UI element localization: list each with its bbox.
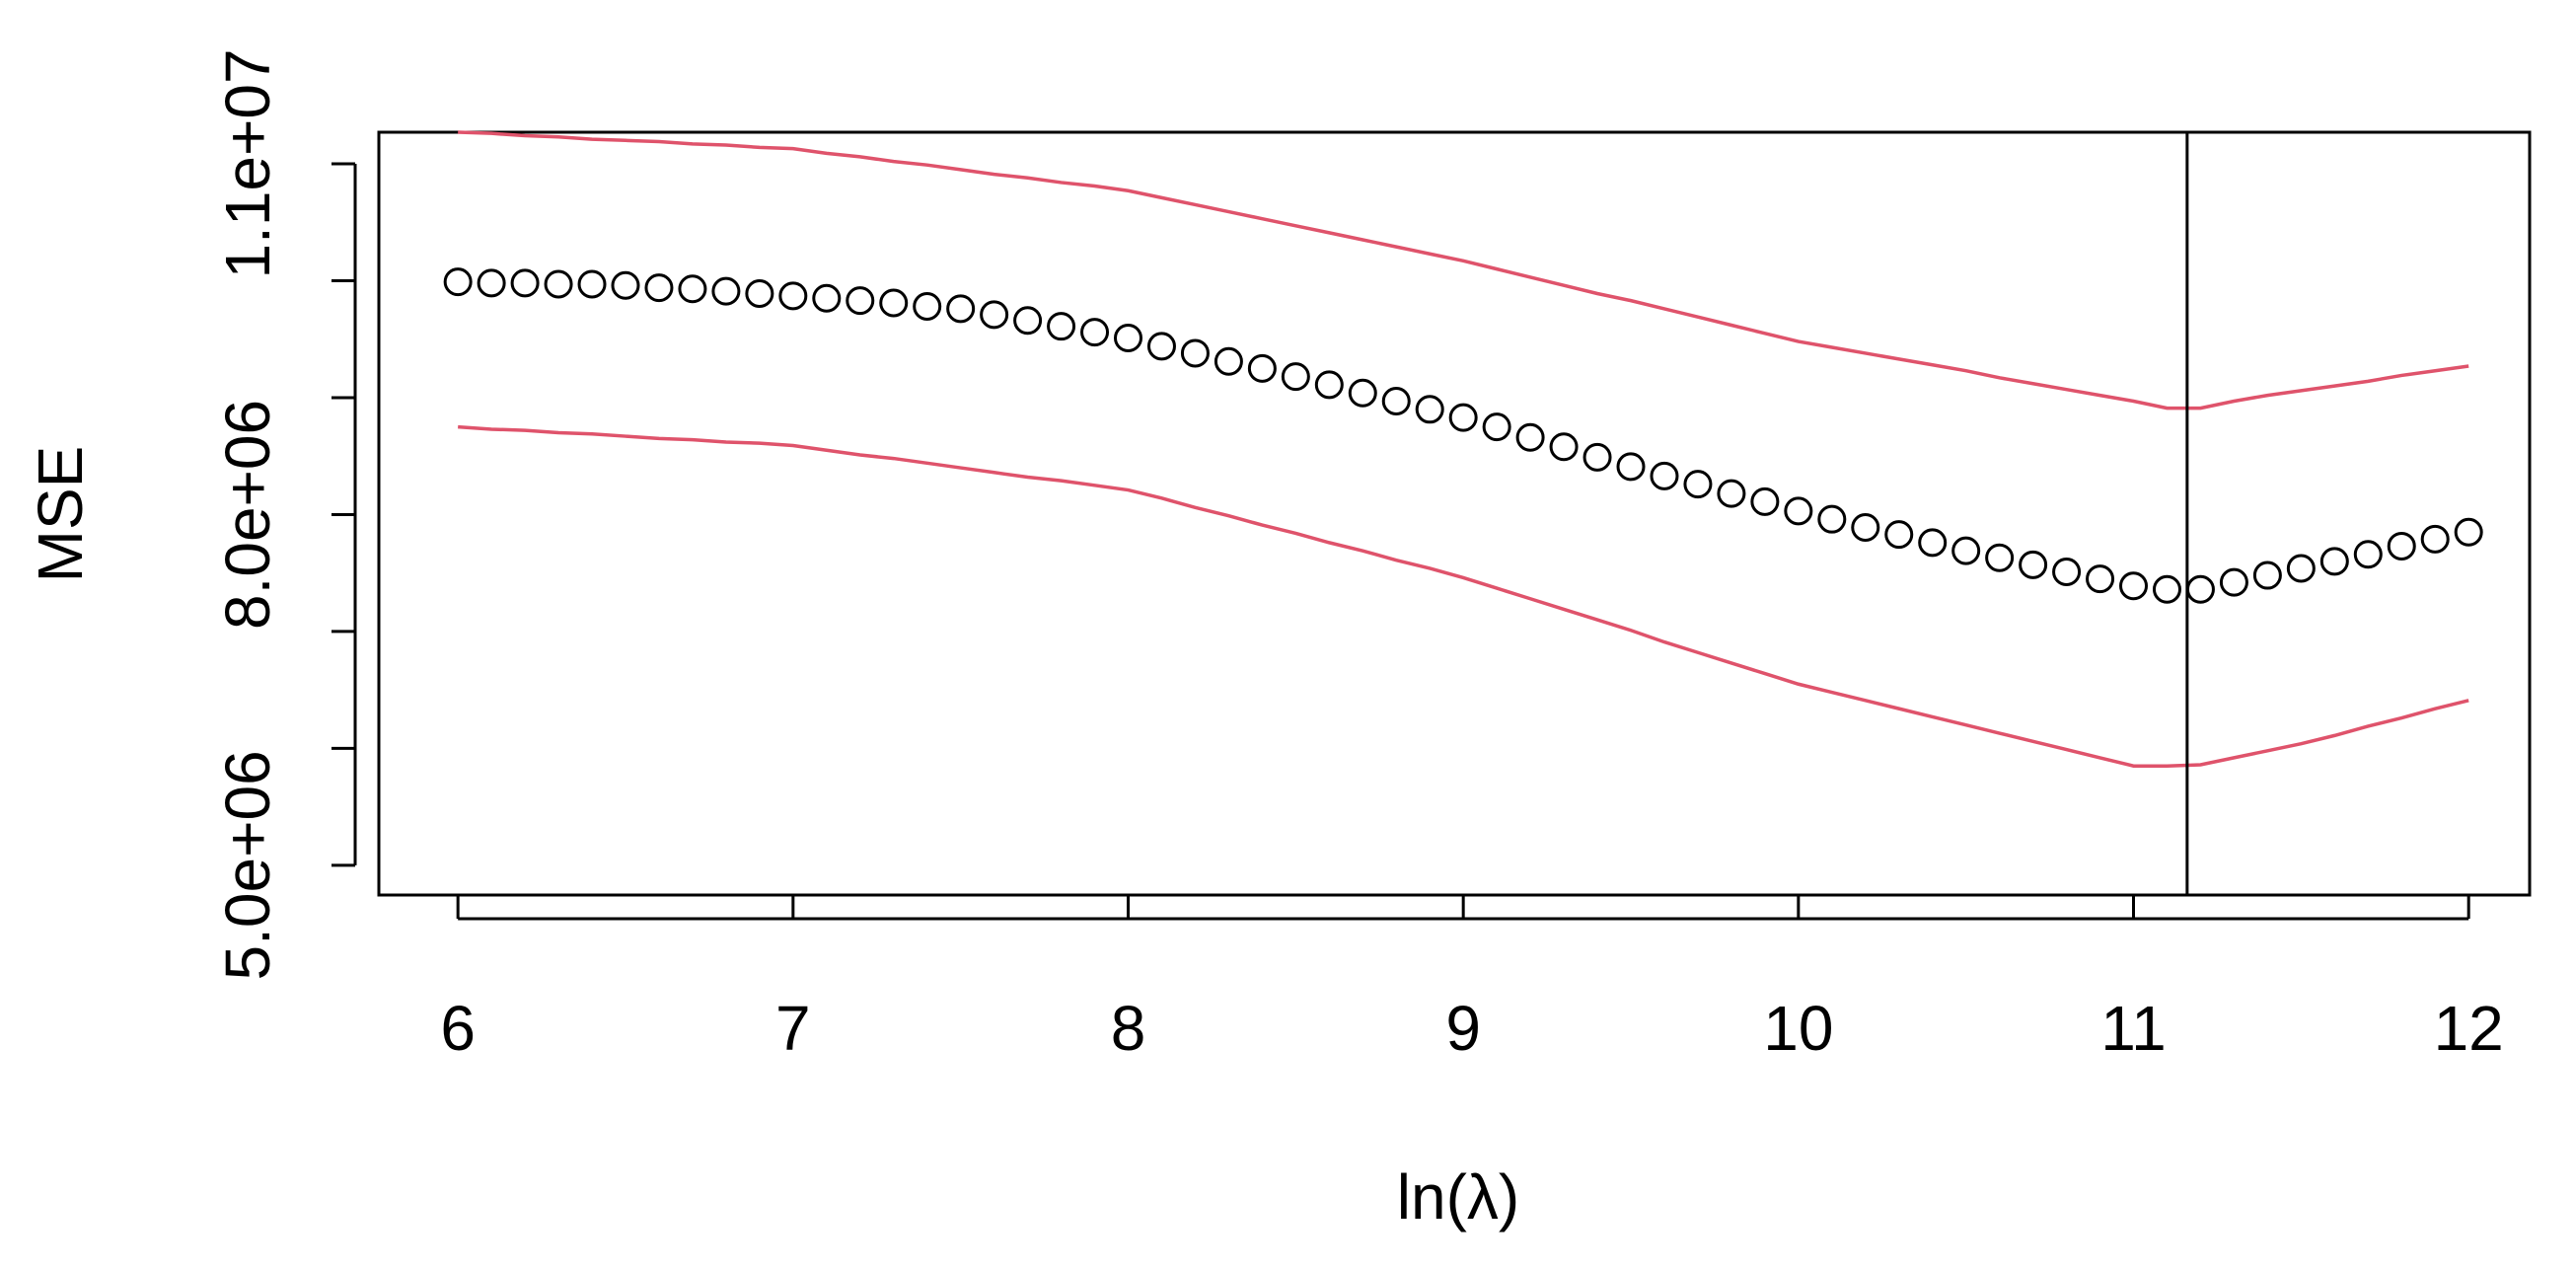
x-tick-label: 7 bbox=[775, 993, 811, 1064]
x-axis-label: ln(λ) bbox=[1397, 1161, 1519, 1233]
mse-point bbox=[1515, 422, 1545, 452]
mse-point bbox=[1247, 353, 1277, 383]
mse-point bbox=[1415, 395, 1444, 424]
mse-point bbox=[812, 283, 842, 313]
x-tick-label: 8 bbox=[1111, 993, 1146, 1064]
x-tick-label: 9 bbox=[1445, 993, 1481, 1064]
mse-point bbox=[477, 268, 506, 298]
mse-point bbox=[946, 294, 976, 324]
mse-point bbox=[1348, 378, 1377, 408]
mse-point bbox=[1114, 324, 1143, 353]
mse-point bbox=[1683, 470, 1713, 499]
mse-point bbox=[1448, 403, 1478, 432]
mse-point bbox=[1214, 346, 1243, 376]
plot-frame bbox=[377, 130, 2532, 897]
mse-point bbox=[1951, 536, 1981, 565]
mse-point bbox=[2086, 564, 2115, 594]
mse-point bbox=[2119, 571, 2149, 601]
x-tick-label: 11 bbox=[2100, 993, 2166, 1064]
mse-point bbox=[1482, 412, 1511, 442]
mse-point bbox=[1784, 496, 1813, 526]
mse-point bbox=[2387, 531, 2416, 561]
mse-point bbox=[1180, 338, 1210, 368]
ci-line bbox=[458, 424, 2469, 768]
mse-point bbox=[1650, 461, 1679, 490]
mse-point bbox=[1314, 370, 1344, 400]
mse-point bbox=[577, 269, 607, 299]
mse-point bbox=[1080, 318, 1110, 347]
mse-point bbox=[846, 286, 875, 316]
mse-point bbox=[1381, 387, 1411, 416]
mse-point bbox=[510, 268, 540, 298]
mse-point bbox=[1549, 432, 1579, 462]
mse-point bbox=[2019, 550, 2048, 579]
mse-point bbox=[980, 300, 1009, 330]
y-tick-label: 8.0e+06 bbox=[212, 400, 283, 630]
mse-point bbox=[745, 279, 774, 309]
mse-point bbox=[678, 274, 707, 304]
mse-point bbox=[1582, 442, 1612, 472]
mse-point bbox=[2420, 524, 2450, 554]
mse-point bbox=[2252, 561, 2282, 590]
x-tick-label: 6 bbox=[440, 993, 476, 1064]
mse-point bbox=[644, 273, 674, 303]
mse-point bbox=[1717, 479, 1746, 508]
mse-point bbox=[2052, 558, 2082, 587]
mse-point bbox=[2152, 574, 2181, 604]
mse-point bbox=[2454, 517, 2483, 547]
mse-point bbox=[1616, 452, 1646, 482]
mse-point bbox=[2319, 547, 2349, 576]
mse-point bbox=[913, 292, 942, 322]
mse-point bbox=[544, 269, 573, 299]
mse-point bbox=[1817, 504, 1847, 534]
mse-point bbox=[1013, 306, 1043, 336]
mse-point bbox=[2219, 567, 2248, 597]
mse-point bbox=[2286, 554, 2316, 583]
x-tick-label: 10 bbox=[1763, 993, 1833, 1064]
mse-point bbox=[1985, 543, 2015, 572]
y-tick-label: 5.0e+06 bbox=[212, 750, 283, 980]
mse-point bbox=[2353, 540, 2383, 569]
mse-point bbox=[778, 281, 808, 311]
ci-line bbox=[458, 130, 2469, 411]
mse-point bbox=[1047, 312, 1076, 341]
mse-point bbox=[1918, 528, 1948, 558]
mse-point bbox=[1750, 486, 1780, 516]
mse-point bbox=[1884, 520, 1914, 550]
mse-point bbox=[711, 276, 741, 306]
x-tick-label: 12 bbox=[2434, 993, 2504, 1064]
mse-point bbox=[443, 267, 473, 297]
y-tick-label: 1.1e+07 bbox=[212, 48, 283, 278]
mse-point bbox=[1851, 512, 1880, 542]
y-axis-label: MSE bbox=[25, 446, 96, 583]
mse-point bbox=[879, 288, 909, 318]
mse-point bbox=[2185, 574, 2215, 604]
mse-point bbox=[611, 270, 640, 300]
mse-point bbox=[1281, 362, 1310, 392]
mse-point bbox=[1146, 332, 1176, 361]
